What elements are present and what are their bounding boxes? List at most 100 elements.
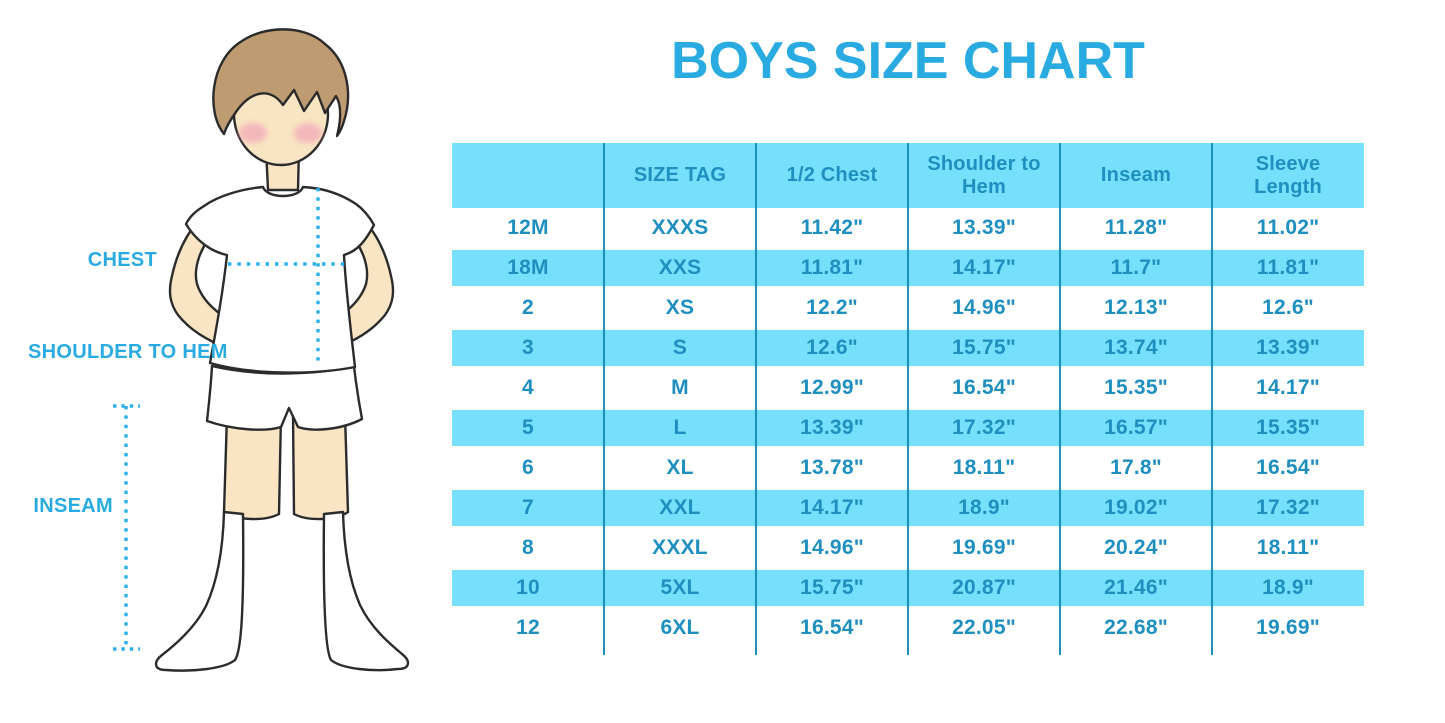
table-cell: 13.78" — [800, 456, 864, 479]
table-cell: S — [672, 336, 688, 359]
left-sock — [154, 510, 245, 672]
table-cell: 14.17" — [1256, 376, 1320, 399]
table-cell: 12.13" — [1104, 296, 1168, 319]
table-cell: 11.42" — [800, 216, 864, 239]
table-cell: 16.54" — [1256, 456, 1320, 479]
table-cell: 15.75" — [800, 576, 864, 599]
table-cell: 12M — [507, 216, 549, 239]
table-cell: 18M — [507, 256, 549, 279]
table-cell: 5 — [522, 416, 534, 439]
table-cell: 12.6" — [806, 336, 858, 359]
chest-label: CHEST — [87, 249, 157, 271]
right-leg — [291, 413, 350, 521]
column-divider — [1059, 143, 1061, 655]
t-shirt — [184, 185, 376, 374]
table-cell: 20.87" — [952, 576, 1016, 599]
shoulder-to-hem-label: SHOULDER TO HEM — [28, 341, 228, 363]
table-cell: 12 — [516, 616, 540, 639]
column-divider — [603, 143, 605, 655]
table-cell: L — [673, 416, 687, 439]
table-cell: XXXL — [652, 536, 708, 559]
table-cell: 4 — [522, 376, 534, 399]
right-arm — [321, 208, 395, 350]
table-cell: 13.74" — [1104, 336, 1168, 359]
column-divider — [755, 143, 757, 655]
table-cell: 18.9" — [1262, 576, 1314, 599]
right-cheek — [294, 123, 322, 143]
table-cell: 14.96" — [952, 296, 1016, 319]
table-cell: 19.02" — [1104, 496, 1168, 519]
table-cell: 12.99" — [800, 376, 864, 399]
table-row: 4 M 12.99" 16.54" 15.35" 14.17" — [452, 368, 1364, 408]
table-cell: 12.6" — [1262, 296, 1314, 319]
table-cell: 16.57" — [1104, 416, 1168, 439]
table-cell: 15.35" — [1104, 376, 1168, 399]
table-row: 8 XXXL 14.96" 19.69" 20.24" 18.11" — [452, 528, 1364, 568]
table-cell: 13.39" — [952, 216, 1016, 239]
inseam-label: INSEAM — [33, 495, 113, 517]
column-divider — [1211, 143, 1213, 655]
table-cell: 11.81" — [1256, 256, 1320, 279]
table-row: 12M XXXS 11.42" 13.39" 11.28" 11.02" — [452, 208, 1364, 248]
hair — [212, 28, 350, 138]
table-cell: 13.39" — [800, 416, 864, 439]
table-row: 12 6XL 16.54" 22.05" 22.68" 19.69" — [452, 608, 1364, 648]
header-cell-size — [452, 143, 604, 208]
table-cell: 8 — [522, 536, 534, 559]
table-cell: 20.24" — [1104, 536, 1168, 559]
header-cell-shoulder-hem: Shoulder to Hem — [927, 153, 1041, 198]
table-cell: 16.54" — [952, 376, 1016, 399]
header-cell-inseam: Inseam — [1100, 164, 1172, 187]
header-cell-half-chest: 1/2 Chest — [786, 164, 878, 187]
table-cell: XXS — [658, 256, 702, 279]
table-cell: 15.75" — [952, 336, 1016, 359]
table-cell: 11.02" — [1256, 216, 1320, 239]
table-cell: 13.39" — [1256, 336, 1320, 359]
table-cell: 14.17" — [952, 256, 1016, 279]
right-sock — [322, 510, 410, 672]
table-cell: 22.05" — [952, 616, 1016, 639]
left-cheek — [239, 123, 267, 143]
table-cell: 18.11" — [1256, 536, 1320, 559]
table-cell: 12.2" — [806, 296, 858, 319]
table-cell: 21.46" — [1104, 576, 1168, 599]
table-cell: 11.81" — [800, 256, 864, 279]
table-cell: 14.17" — [800, 496, 864, 519]
table-cell: 17.32" — [1256, 496, 1320, 519]
table-cell: 14.96" — [800, 536, 864, 559]
table-cell: 6XL — [660, 616, 700, 639]
table-cell: M — [671, 376, 689, 399]
page-title: BOYS SIZE CHART — [671, 32, 1145, 90]
table-cell: 17.8" — [1110, 456, 1162, 479]
table-cell: XXXS — [651, 216, 709, 239]
boy-figure-illustration — [113, 28, 410, 672]
table-cell: 10 — [516, 576, 540, 599]
table-cell: 11.28" — [1104, 216, 1168, 239]
table-cell: XL — [666, 456, 694, 479]
table-cell: 3 — [522, 336, 534, 359]
table-cell: 22.68" — [1104, 616, 1168, 639]
header-cell-size-tag: SIZE TAG — [633, 164, 727, 187]
table-cell: 11.7" — [1110, 256, 1162, 279]
table-cell: 19.69" — [1256, 616, 1320, 639]
table-row: 2 XS 12.2" 14.96" 12.13" 12.6" — [452, 288, 1364, 328]
table-cell: 15.35" — [1256, 416, 1320, 439]
table-cell: 18.9" — [958, 496, 1010, 519]
size-table: SIZE TAG 1/2 Chest Shoulder to Hem Insea… — [452, 143, 1364, 655]
column-divider — [907, 143, 909, 655]
left-arm — [168, 208, 242, 350]
table-cell: 19.69" — [952, 536, 1016, 559]
table-cell: 2 — [522, 296, 534, 319]
header-cell-sleeve-length: Sleeve Length — [1254, 153, 1322, 198]
table-cell: 16.54" — [800, 616, 864, 639]
table-cell: 7 — [522, 496, 534, 519]
table-cell: 17.32" — [952, 416, 1016, 439]
table-cell: XS — [665, 296, 695, 319]
shorts — [205, 364, 364, 431]
table-cell: XXL — [659, 496, 701, 519]
table-cell: 6 — [522, 456, 534, 479]
table-row: 6 XL 13.78" 18.11" 17.8" 16.54" — [452, 448, 1364, 488]
table-cell: 18.11" — [952, 456, 1016, 479]
table-cell: 5XL — [660, 576, 700, 599]
